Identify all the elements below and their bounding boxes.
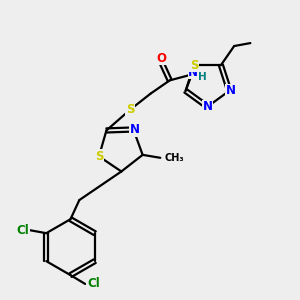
Text: S: S	[126, 103, 134, 116]
Text: S: S	[190, 59, 198, 72]
Text: O: O	[156, 52, 166, 65]
Text: Cl: Cl	[16, 224, 29, 237]
Text: Cl: Cl	[87, 278, 100, 290]
Text: CH₃: CH₃	[165, 153, 184, 164]
Text: N: N	[188, 66, 198, 79]
Text: H: H	[198, 72, 206, 82]
Text: N: N	[130, 123, 140, 136]
Text: N: N	[226, 84, 236, 97]
Text: N: N	[202, 100, 212, 113]
Text: S: S	[95, 150, 103, 163]
